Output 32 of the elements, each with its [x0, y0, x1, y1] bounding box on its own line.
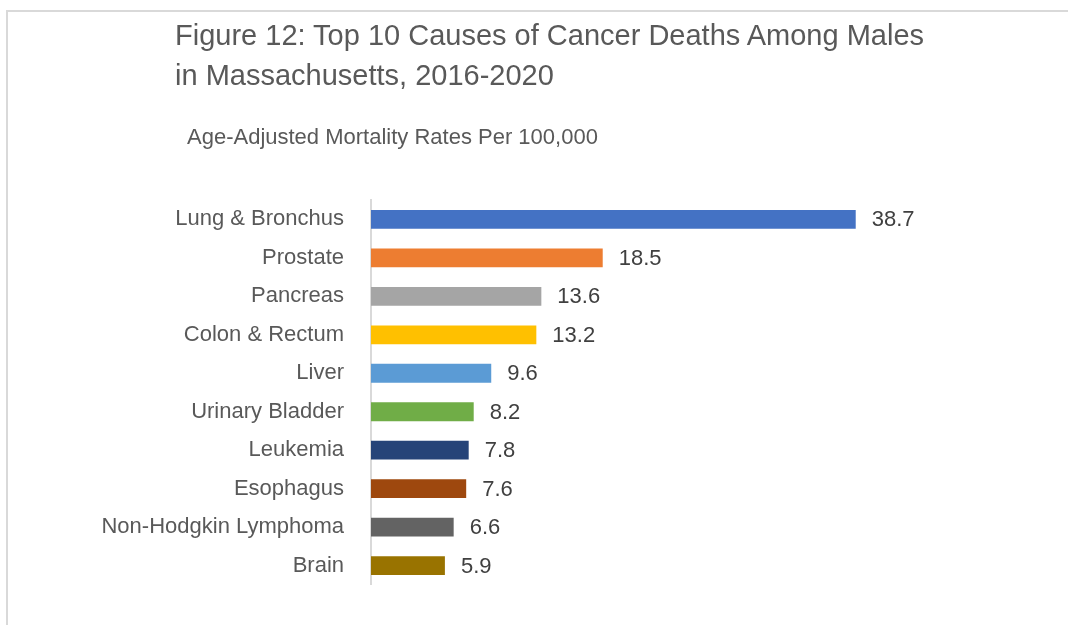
chart-title: Figure 12: Top 10 Causes of Cancer Deaths Among Males in Massachusetts, 2016-2020 [175, 18, 926, 93]
chart-subtitle: Age-Adjusted Mortality Rates Per 100,000 [187, 123, 598, 151]
y-tick-label: Leukemia [248, 436, 345, 462]
y-tick-label: Esophagus [233, 474, 344, 500]
data-label: 8.2 [489, 398, 521, 424]
bar [371, 479, 467, 499]
bar [371, 363, 492, 383]
y-tick-label: Colon & Rectum [183, 320, 344, 346]
data-label: 18.5 [618, 244, 662, 270]
y-tick-label: Liver [296, 359, 344, 385]
bar [371, 556, 445, 575]
bar [371, 248, 603, 268]
data-label: 7.8 [484, 437, 516, 463]
data-label: 6.6 [469, 514, 501, 540]
bar [371, 210, 856, 229]
y-tick-label: Prostate [262, 243, 344, 269]
data-label: 7.6 [482, 475, 513, 501]
bar [371, 517, 454, 537]
bar [371, 286, 542, 306]
data-label: 38.7 [871, 206, 915, 232]
y-tick-label: Brain [292, 551, 344, 577]
data-label: 5.9 [460, 552, 492, 578]
bar [371, 440, 469, 460]
data-label: 9.6 [507, 360, 538, 386]
y-tick-label: Urinary Bladder [191, 397, 344, 423]
y-tick-label: Non-Hodgkin Lymphoma [101, 513, 345, 539]
y-tick-label: Pancreas [251, 282, 344, 308]
data-label: 13.6 [557, 283, 601, 309]
bar [371, 402, 474, 422]
bar [371, 325, 537, 345]
data-label: 13.2 [552, 321, 596, 347]
y-tick-label: Lung & Bronchus [175, 205, 344, 231]
